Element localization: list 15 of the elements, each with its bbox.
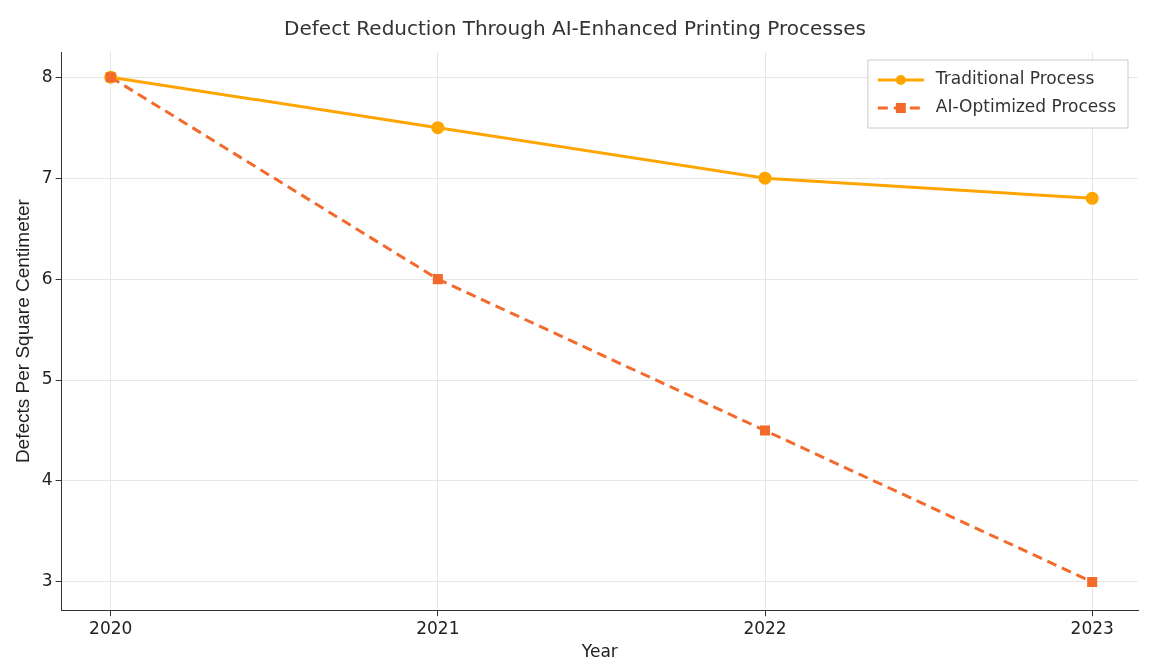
x-tick-label: 2023 [1070,617,1114,638]
x-tick-label: 2020 [89,617,133,638]
y-tick-label: 8 [41,65,53,86]
legend-label: AI-Optimized Process [935,96,1117,117]
y-tick-label: 6 [41,267,53,288]
x-tick-label: 2022 [743,617,787,638]
y-tick-label: 4 [41,469,53,490]
y-tick-label: 3 [41,570,53,591]
y-axis-title: Defects Per Square Centimeter [11,198,33,464]
x-tick-label: 2021 [416,617,460,638]
x-axis-title: Year [580,641,618,662]
legend-label: Traditional Process [934,68,1095,89]
y-tick-label: 7 [41,166,53,187]
chart-title: Defect Reduction Through AI-Enhanced Printing Processes [284,16,866,41]
y-tick-label: 5 [41,368,53,389]
